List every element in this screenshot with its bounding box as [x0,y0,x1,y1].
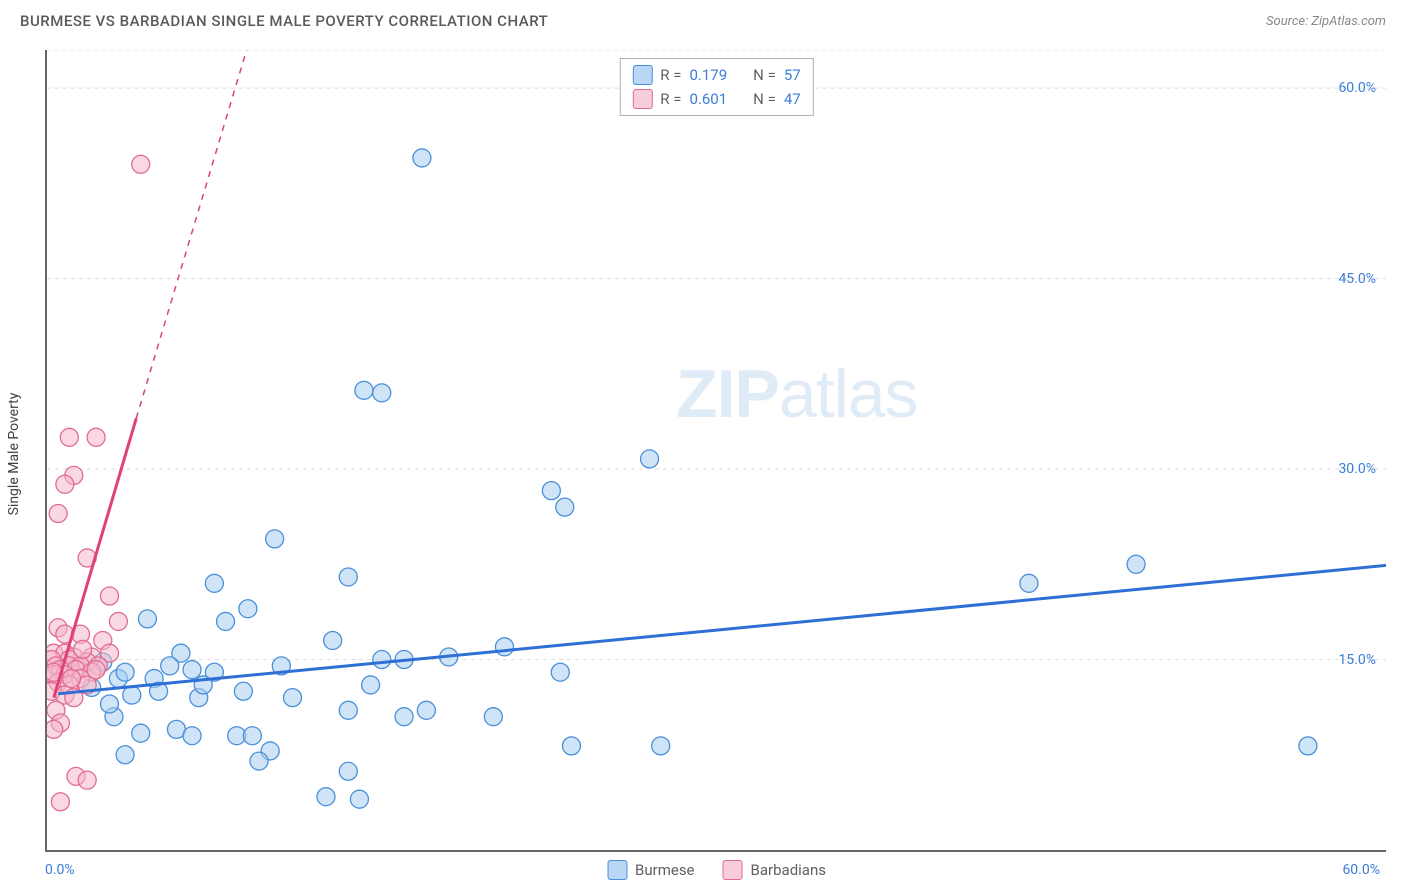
data-point [205,574,223,592]
data-point [250,752,268,770]
y-axis-label: Single Male Poverty [6,393,22,516]
data-point [109,612,127,630]
trend-line [58,564,1386,694]
data-point [556,498,574,516]
data-point [339,762,357,780]
legend-item: Barbadians [723,860,826,880]
data-point [100,587,118,605]
y-tick-label: 45.0% [1338,271,1376,287]
data-point [413,149,431,167]
y-tick-label: 60.0% [1338,80,1376,96]
data-point [78,771,96,789]
data-point [63,670,81,688]
legend-series-name: Burmese [635,861,695,879]
data-point [51,793,69,811]
data-point [362,676,380,694]
chart-area: ZIPatlas R =0.179N =57R =0.601N =47 Burm… [45,50,1386,852]
legend-r-label: R = [660,66,681,84]
legend-item: Burmese [607,860,695,880]
data-point [1127,555,1145,573]
data-point [395,708,413,726]
x-tick-label: 0.0% [45,862,75,878]
data-point [562,737,580,755]
data-point [100,695,118,713]
data-point [217,612,235,630]
data-point [49,504,67,522]
data-point [243,727,261,745]
data-point [116,663,134,681]
data-point [1299,737,1317,755]
data-point [161,657,179,675]
data-point [138,610,156,628]
data-point [47,720,63,738]
data-point [183,727,201,745]
y-tick-label: 15.0% [1338,652,1376,668]
data-point [417,701,435,719]
data-point [641,450,659,468]
data-point [373,651,391,669]
data-point [373,384,391,402]
data-point [87,661,105,679]
correlation-legend: R = 0.179 N = 57 R = 0.601 N = 47 [619,58,813,116]
data-point [234,682,252,700]
data-point [87,428,105,446]
y-tick-label: 30.0% [1338,461,1376,477]
data-point [542,482,560,500]
data-point [266,530,284,548]
trend-line-extension [136,50,303,418]
legend-n-value: 57 [784,66,801,84]
legend-series-name: Barbadians [751,861,826,879]
legend-n-label: N = [753,90,776,108]
legend-n-label: N = [753,66,776,84]
data-point [1020,574,1038,592]
data-point [324,631,342,649]
data-point [283,689,301,707]
data-point [495,638,513,656]
legend-r-value: 0.179 [689,66,727,84]
legend-row: R = 0.179 N = 57 [632,63,800,87]
data-point [317,788,335,806]
data-point [339,701,357,719]
data-point [339,568,357,586]
data-point [132,724,150,742]
legend-swatch [632,65,652,85]
data-point [355,381,373,399]
legend-row: R = 0.601 N = 47 [632,87,800,111]
chart-title: BURMESE VS BARBADIAN SINGLE MALE POVERTY… [20,12,548,30]
data-point [56,475,74,493]
data-point [551,663,569,681]
data-point [652,737,670,755]
data-point [116,746,134,764]
data-point [60,428,78,446]
scatter-plot [47,50,1386,850]
legend-n-value: 47 [784,90,801,108]
x-tick-label: 60.0% [1342,862,1380,878]
data-point [74,640,92,658]
data-point [239,600,257,618]
data-point [183,661,201,679]
legend-r-value: 0.601 [689,90,727,108]
legend-swatch [723,860,743,880]
data-point [350,790,368,808]
source-attribution: Source: ZipAtlas.com [1266,14,1386,29]
series-legend: Burmese Barbadians [607,860,826,880]
data-point [484,708,502,726]
legend-swatch [607,860,627,880]
data-point [132,155,150,173]
legend-swatch [632,89,652,109]
legend-r-label: R = [660,90,681,108]
